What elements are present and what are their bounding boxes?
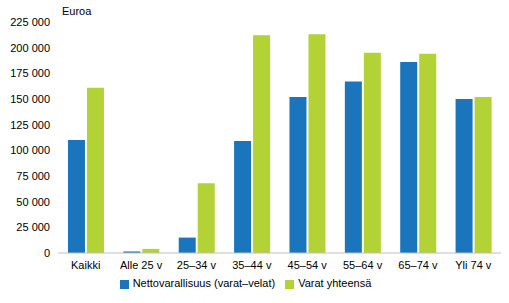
svg-text:75 000: 75 000 (16, 170, 50, 182)
html-text:Nettovarallisuus (varat–velat): Nettovarallisuus (varat–velat) (132, 277, 276, 289)
svg-text:Kaikki: Kaikki (71, 259, 100, 271)
html-text:Varat yhteensä: Varat yhteensä (298, 277, 372, 289)
svg-text:25 000: 25 000 (16, 221, 50, 233)
svg-text:100 000: 100 000 (10, 144, 50, 156)
svg-text:Alle 25 v: Alle 25 v (120, 259, 163, 271)
svg-text:175 000: 175 000 (10, 67, 50, 79)
svg-text:50 000: 50 000 (16, 196, 50, 208)
svg-text:150 000: 150 000 (10, 93, 50, 105)
svg-text:55–64 v: 55–64 v (343, 259, 383, 271)
svg-text:45–54 v: 45–54 v (288, 259, 328, 271)
svg-text:35–44 v: 35–44 v (232, 259, 272, 271)
svg-text:25–34 v: 25–34 v (177, 259, 217, 271)
svg-text:65–74 v: 65–74 v (398, 259, 438, 271)
svg-text:Yli 74 v: Yli 74 v (455, 259, 492, 271)
html-text:Euroa: Euroa (62, 5, 92, 17)
svg-text:225 000: 225 000 (10, 16, 50, 28)
svg-text:125 000: 125 000 (10, 119, 50, 131)
svg-text:200 000: 200 000 (10, 42, 50, 54)
svg-text:0: 0 (44, 247, 50, 259)
